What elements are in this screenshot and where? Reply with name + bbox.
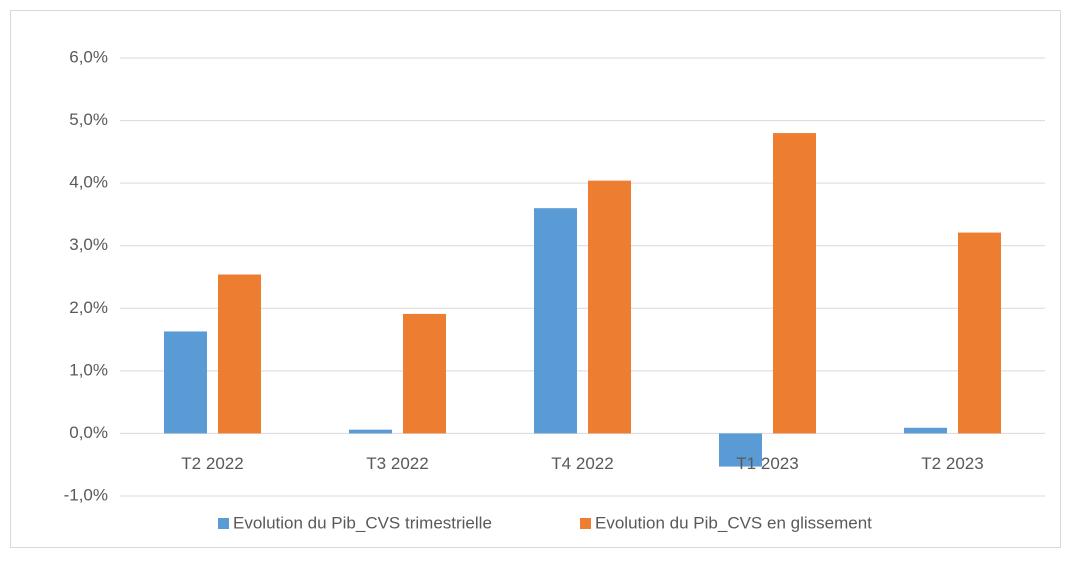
x-tick-label: T2 2022 [181,454,243,473]
y-tick-label: 2,0% [69,298,108,317]
bar [349,429,392,434]
legend-label: Evolution du Pib_CVS trimestrielle [233,513,492,532]
bar [588,180,631,434]
x-tick-label: T2 2023 [921,454,983,473]
legend-swatch [218,518,229,529]
x-tick-label: T4 2022 [551,454,613,473]
bar [958,232,1001,434]
y-tick-label: -1,0% [64,485,108,504]
y-tick-label: 3,0% [69,235,108,254]
bar [218,274,261,434]
bar [904,427,947,434]
x-tick-label: T3 2022 [366,454,428,473]
x-tick-label: T1 2023 [736,454,798,473]
legend-label: Evolution du Pib_CVS en glissement [595,513,872,532]
y-tick-label: 6,0% [69,47,108,66]
y-tick-label: 0,0% [69,423,108,442]
bar [773,133,816,434]
bar [403,313,446,434]
bar [719,433,762,467]
bar [164,331,207,434]
y-tick-label: 5,0% [69,110,108,129]
y-tick-label: 1,0% [69,360,108,379]
legend-swatch [580,518,591,529]
bar [534,208,577,434]
y-tick-label: 4,0% [69,173,108,192]
